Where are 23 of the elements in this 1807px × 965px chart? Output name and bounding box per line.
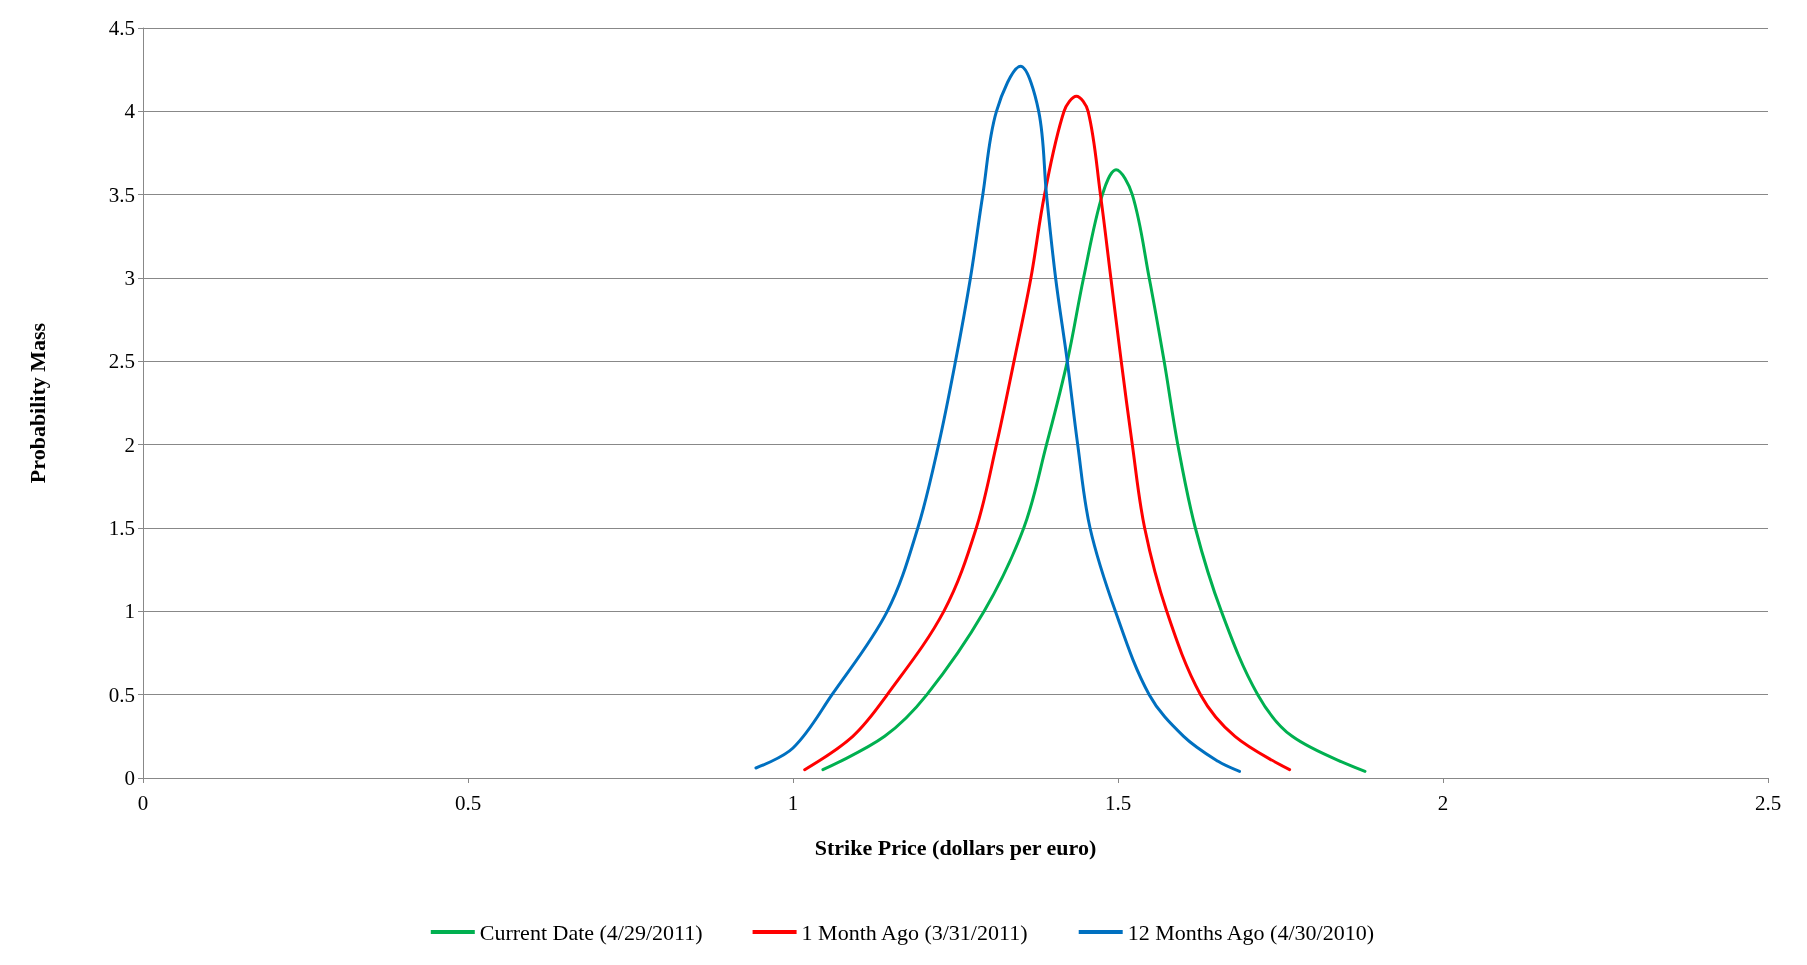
legend-label: 12 Months Ago (4/30/2010) xyxy=(1127,919,1374,945)
x-tick-label: 2 xyxy=(1437,790,1449,815)
y-tick-label: 4 xyxy=(124,99,136,124)
y-axis-title: Probability Mass xyxy=(24,322,50,484)
x-tick-label: 0.5 xyxy=(454,790,482,815)
y-tick-label: 1 xyxy=(124,599,135,624)
y-tick-label: 0.5 xyxy=(108,682,135,707)
x-tick-label: 1 xyxy=(787,790,799,815)
x-axis-title: Strike Price (dollars per euro) xyxy=(814,834,1097,860)
line-series xyxy=(803,94,1292,772)
line-series xyxy=(754,64,1242,773)
y-tick-label: 2.5 xyxy=(108,349,135,374)
legend-label: 1 Month Ago (3/31/2011) xyxy=(801,919,1028,945)
y-tick-label: 3.5 xyxy=(108,182,135,207)
x-tick-label: 1.5 xyxy=(1104,790,1132,815)
y-tick-label: 4.5 xyxy=(108,16,135,40)
legend-label: Current Date (4/29/2011) xyxy=(479,919,703,945)
x-tick-label: 2.5 xyxy=(1754,790,1782,815)
line-series xyxy=(821,168,1367,773)
y-tick-label: 1.5 xyxy=(108,516,135,540)
y-tick-label: 2 xyxy=(124,432,135,457)
y-tick-label: 0 xyxy=(124,766,135,790)
y-tick-label: 3 xyxy=(124,266,135,290)
